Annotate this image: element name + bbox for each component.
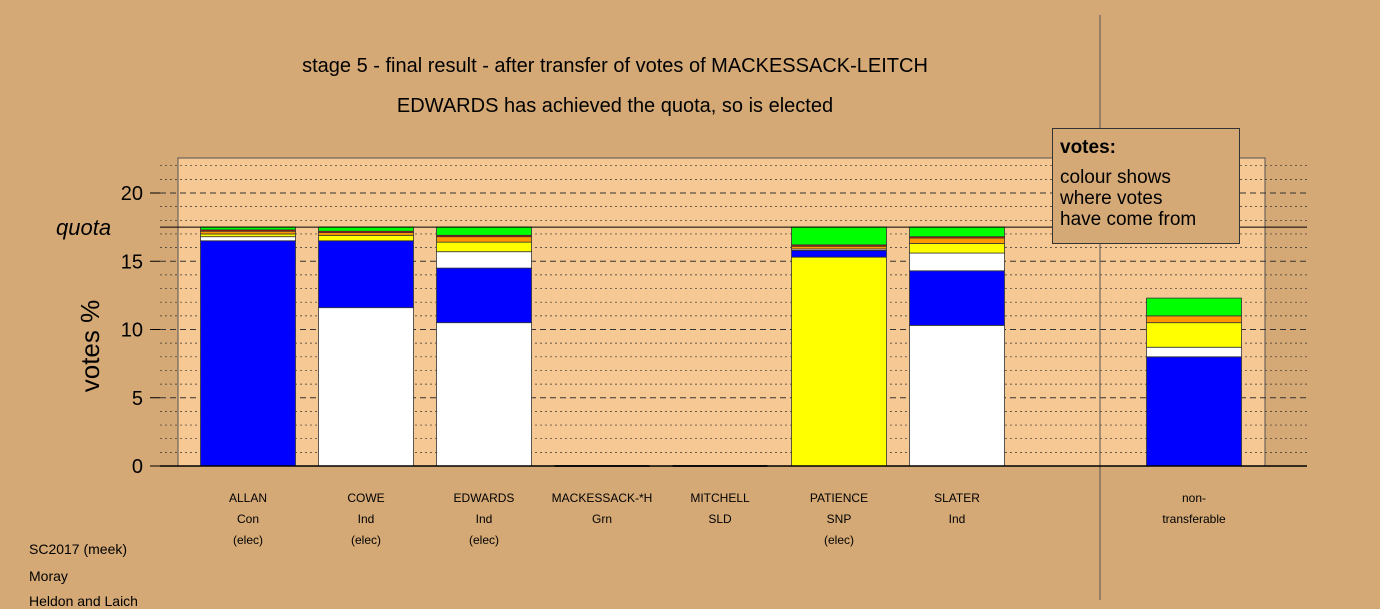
y-tick-label: 0 bbox=[132, 456, 143, 478]
legend-box: votes: colour shows where votes have com… bbox=[1052, 128, 1240, 244]
category-name-label: SLATER bbox=[934, 491, 980, 505]
bar-segment bbox=[200, 236, 296, 242]
bar-segment bbox=[909, 270, 1005, 326]
bar-segment bbox=[1146, 297, 1242, 317]
bar-segment bbox=[200, 230, 296, 235]
category-name-label: EDWARDS bbox=[454, 491, 515, 505]
bar-segment bbox=[436, 236, 532, 243]
y-axis-label: votes % bbox=[75, 300, 105, 393]
legend-line: colour shows bbox=[1060, 167, 1171, 188]
bar-segment bbox=[436, 241, 532, 253]
chart-subtitle: EDWARDS has achieved the quota, so is el… bbox=[396, 95, 834, 117]
category-party-label: Grn bbox=[592, 512, 612, 526]
chart-title: stage 5 - final result - after transfer … bbox=[302, 55, 928, 77]
category-party-label: Con bbox=[237, 512, 259, 526]
bar-segment bbox=[318, 240, 414, 309]
legend-heading: votes: bbox=[1060, 137, 1116, 158]
bar-segment bbox=[909, 243, 1005, 254]
bar-segment bbox=[791, 249, 887, 258]
bar-segment bbox=[436, 267, 532, 324]
bar-segment bbox=[436, 322, 532, 467]
category-party-label: transferable bbox=[1162, 512, 1226, 526]
y-tick-label: 10 bbox=[121, 320, 143, 342]
y-tick-label: 15 bbox=[121, 251, 143, 273]
bar-segment bbox=[318, 226, 414, 232]
y-tick-label: 5 bbox=[132, 388, 143, 410]
bar-segment bbox=[1146, 315, 1242, 324]
category-status-label: (elec) bbox=[351, 533, 381, 547]
footer-line: SC2017 (meek) bbox=[29, 541, 128, 557]
bar-segment bbox=[791, 226, 887, 246]
y-tick-label: 20 bbox=[121, 183, 143, 205]
footer-line: Heldon and Laich bbox=[29, 593, 138, 609]
quota-label: quota bbox=[56, 215, 111, 240]
category-name-label: PATIENCE bbox=[810, 491, 868, 505]
category-status-label: (elec) bbox=[824, 533, 854, 547]
bar-segment bbox=[318, 307, 414, 467]
bar-segment bbox=[318, 232, 414, 236]
bar-segment bbox=[909, 237, 1005, 244]
bar-segment bbox=[791, 256, 887, 467]
bar-segment bbox=[909, 325, 1005, 467]
footer-line: Moray bbox=[29, 568, 68, 584]
bar-segment bbox=[200, 233, 296, 238]
category-party-label: Ind bbox=[949, 512, 966, 526]
category-status-label: (elec) bbox=[233, 533, 263, 547]
category-party-label: Ind bbox=[476, 512, 493, 526]
category-party-label: SLD bbox=[708, 512, 732, 526]
legend-line: have come from bbox=[1060, 209, 1197, 230]
bar-segment bbox=[436, 251, 532, 269]
bar-segment bbox=[1146, 356, 1242, 467]
category-name-label: MITCHELL bbox=[690, 491, 750, 505]
category-name-label: ALLAN bbox=[229, 491, 267, 505]
bar-segment bbox=[909, 226, 1005, 238]
category-party-label: Ind bbox=[358, 512, 375, 526]
bar-segment bbox=[909, 252, 1005, 272]
category-status-label: (elec) bbox=[469, 533, 499, 547]
bar-segment bbox=[436, 226, 532, 236]
category-name-label: COWE bbox=[347, 491, 384, 505]
category-party-label: SNP bbox=[827, 512, 852, 526]
legend-line: where votes bbox=[1060, 188, 1163, 209]
bar-segment bbox=[791, 245, 887, 250]
bar-segment bbox=[318, 234, 414, 242]
category-name-label: MACKESSACK-*H bbox=[552, 491, 653, 505]
category-name-label: non- bbox=[1182, 491, 1206, 505]
bar-segment bbox=[1146, 346, 1242, 358]
bar-segment bbox=[200, 240, 296, 467]
bar-segment bbox=[1146, 322, 1242, 348]
